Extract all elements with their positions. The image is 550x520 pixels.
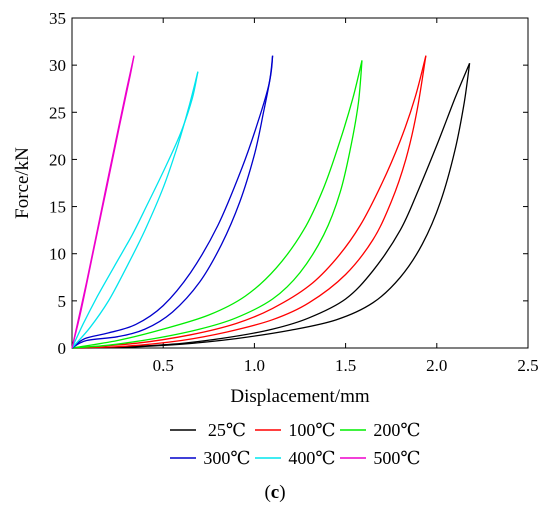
- y-tick-label: 10: [49, 245, 66, 264]
- legend-label: 100℃: [288, 420, 335, 440]
- axis-ticks: 0.5 1.0 1.5 2.0 2.5 0 5 10 15 20 25 30 35: [49, 9, 539, 375]
- y-tick-label: 25: [49, 103, 66, 122]
- y-tick-label: 15: [49, 198, 66, 217]
- x-tick-label: 1.0: [244, 356, 265, 375]
- series-line-2-unloading: [71, 60, 363, 349]
- series-line-3-loading: [71, 55, 274, 349]
- legend-label: 500℃: [373, 448, 420, 468]
- x-axis-title: Displacement/mm: [230, 386, 370, 407]
- figure-caption: (c): [264, 482, 285, 503]
- series-line-0-unloading: [71, 63, 471, 349]
- series-line-1-unloading: [71, 55, 427, 349]
- x-tick-label: 0.5: [153, 356, 174, 375]
- series-line-1-loading: [71, 55, 427, 349]
- legend: 25℃ 100℃ 200℃ 300℃ 400℃ 500℃: [170, 420, 421, 468]
- caption-close: ): [279, 482, 285, 503]
- series-line-3-unloading: [71, 55, 274, 349]
- y-tick-label: 5: [58, 292, 67, 311]
- y-tick-label: 35: [49, 9, 66, 28]
- y-tick-label: 0: [58, 339, 67, 358]
- legend-label: 300℃: [203, 448, 250, 468]
- series-line-2-loading: [71, 60, 363, 349]
- y-axis-title: Force/kN: [12, 147, 33, 219]
- legend-label: 25℃: [208, 420, 246, 440]
- legend-label: 200℃: [373, 420, 420, 440]
- plot-area-frame: [71, 17, 529, 349]
- x-tick-label: 1.5: [335, 356, 356, 375]
- series-lines: [71, 55, 471, 349]
- x-tick-label: 2.5: [517, 356, 538, 375]
- series-line-0-loading: [71, 63, 471, 349]
- series-line-5-unloading: [71, 55, 135, 349]
- caption-letter: c: [271, 482, 279, 503]
- y-tick-label: 30: [49, 56, 66, 75]
- x-tick-label: 2.0: [426, 356, 447, 375]
- series-line-4-unloading: [71, 71, 199, 349]
- caption-open: (: [264, 482, 270, 503]
- legend-label: 400℃: [288, 448, 335, 468]
- y-tick-label: 20: [49, 150, 66, 169]
